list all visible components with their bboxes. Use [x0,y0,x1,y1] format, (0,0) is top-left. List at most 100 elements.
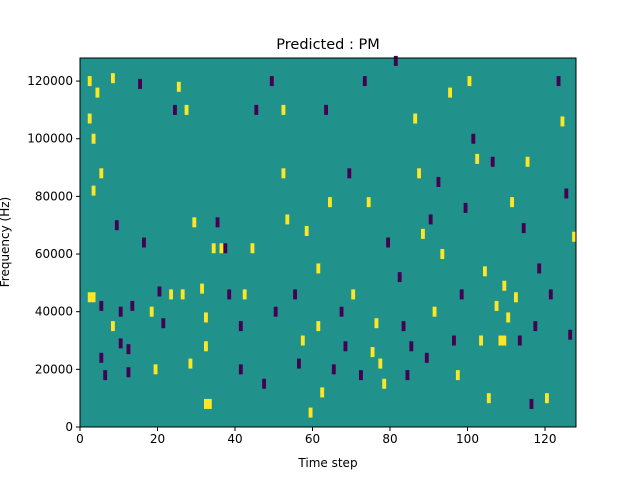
heatmap-cell [227,289,232,300]
heatmap-cell [568,329,573,340]
heatmap-cell [479,335,483,346]
heatmap-cell [440,249,445,260]
y-tick-label: 100000 [27,132,73,146]
heatmap-cell [506,312,511,323]
x-tick-label: 120 [534,432,557,446]
heatmap-cell [200,283,204,294]
heatmap-cell [405,370,410,381]
plot-frame [79,57,577,428]
heatmap-cell [204,312,208,323]
heatmap-cell [285,214,290,225]
heatmap-cell [401,321,406,332]
heatmap-cell [428,214,433,225]
heatmap-cell [142,237,146,248]
heatmap-cell [324,104,328,115]
heatmap-cell [118,338,123,349]
heatmap-cell [471,133,476,144]
heatmap-cell [238,321,243,332]
heatmap-cell [297,358,301,369]
heatmap-cell [498,335,507,346]
heatmap-cell [417,168,421,179]
plot-area [79,55,577,428]
heatmap-cell [424,352,429,363]
heatmap-cell [242,289,247,300]
heatmap-cell [564,188,569,199]
x-tick-label: 40 [227,432,242,446]
heatmap-cell [366,197,371,208]
heatmap-cell [382,378,387,389]
y-tick-label: 40000 [35,305,73,319]
heatmap-cell [169,289,173,300]
heatmap-cell [409,341,414,352]
heatmap-background [80,58,576,427]
heatmap-cell [173,104,177,115]
heatmap-cell [378,358,383,369]
heatmap-cell [111,321,115,332]
heatmap-cell [293,289,297,300]
heatmap-cell [103,370,108,381]
x-axis-label: Time step [297,456,357,470]
heatmap-cell [262,378,266,389]
heatmap-cell [525,156,530,167]
heatmap-cell [192,217,197,228]
heatmap-cell [545,393,549,404]
heatmap-cell [138,78,142,89]
heatmap-cell [111,73,115,84]
heatmap-cell [463,202,468,213]
heatmap-cell [467,76,472,87]
heatmap-cell [91,133,96,144]
heatmap-cell [99,168,104,179]
heatmap-cell [161,318,166,329]
heatmap-cell [95,87,100,98]
heatmap-cell [223,243,228,254]
heatmap-cell [370,347,375,358]
heatmap-cell [537,263,542,274]
heatmap-cell [459,289,464,300]
heatmap-cell [397,272,402,283]
heatmap-cell [432,306,437,317]
y-tick-label: 20000 [35,362,73,376]
heatmap-cell [281,168,286,179]
heatmap-cell [188,358,193,369]
heatmap-cell [362,76,367,87]
heatmap-cell [184,104,189,115]
heatmap-cell [87,76,92,87]
heatmap-cell [475,153,480,164]
heatmap-cell [204,398,212,409]
heatmap-cell [91,185,96,196]
heatmap-cell [448,87,452,98]
heatmap-cell [343,341,348,352]
heatmap-cell [351,289,356,300]
heatmap-cell [560,116,565,127]
heatmap-cell [331,364,336,375]
heatmap-cell [126,367,131,378]
heatmap-cell [502,280,507,291]
heatmap-cell [421,228,425,239]
heatmap-cell [436,176,441,187]
heatmap-cell [114,220,119,231]
y-axis-label: Frequency (Hz) [0,197,12,288]
heatmap-cell [87,113,92,124]
x-tick-label: 20 [150,432,165,446]
heatmap-cell [130,300,135,311]
heatmap-cell [204,341,208,352]
heatmap-cell [99,300,104,311]
heatmap-cell [320,387,325,398]
heatmap-cell [494,300,499,311]
heatmap-cell [149,306,154,317]
heatmap-cell [238,364,243,375]
x-tick-label: 0 [76,432,84,446]
x-tick-label: 80 [382,432,397,446]
heatmap-cell [374,318,379,329]
heatmap-cell [548,289,553,300]
heatmap-cell [153,364,158,375]
heatmap-cell [316,321,321,332]
heatmap-cell [529,398,534,409]
y-tick-label: 60000 [35,247,73,261]
heatmap-cell [126,344,131,355]
heatmap-cell [510,197,514,208]
heatmap-cell [254,104,259,115]
heatmap-cell [118,306,123,317]
chart-title: Predicted : PM [276,37,379,53]
heatmap-cell [273,306,278,317]
